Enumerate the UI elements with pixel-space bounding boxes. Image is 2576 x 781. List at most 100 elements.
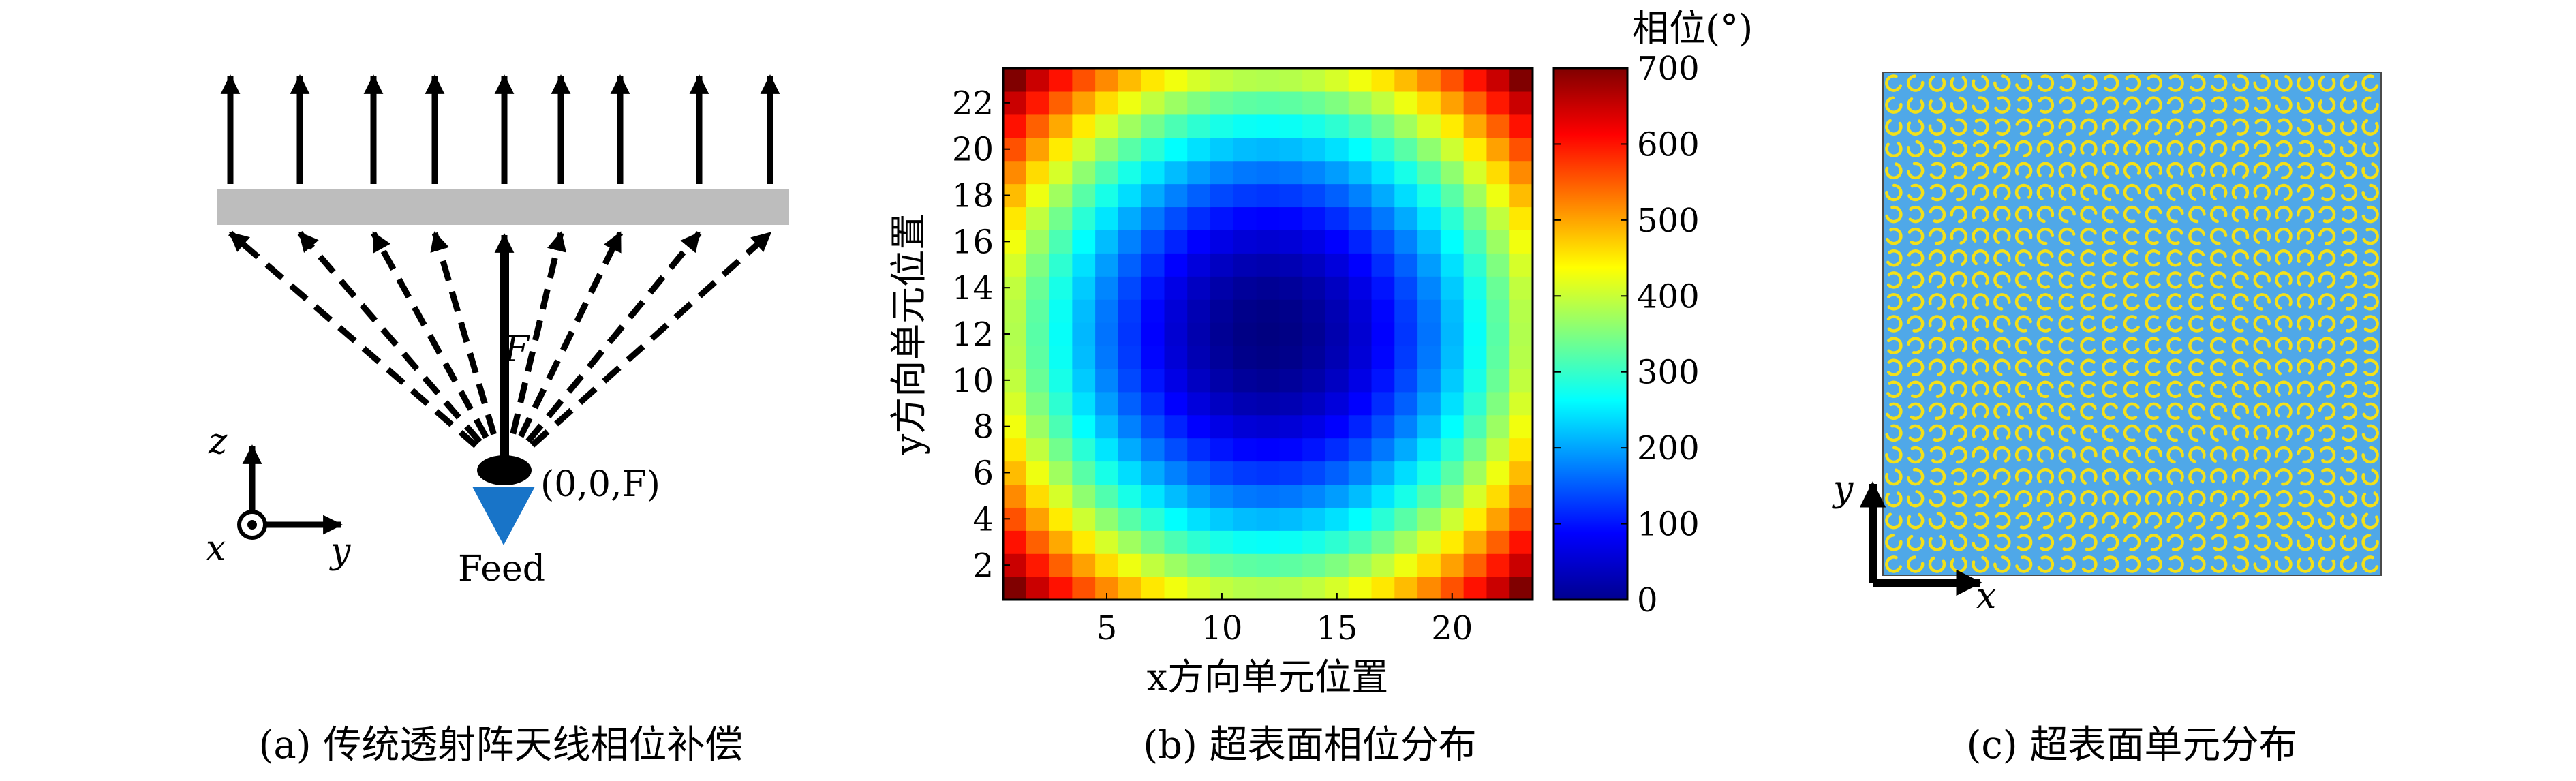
heatmap-cell [1417, 160, 1441, 185]
split-ring-element [2166, 183, 2184, 202]
heatmap-cell [1141, 68, 1165, 92]
heatmap-cell [1210, 137, 1234, 162]
heatmap-cell [1072, 414, 1096, 439]
split-ring-element [2297, 205, 2314, 224]
y-tick-label: 20 [952, 131, 994, 169]
heatmap-cell [1440, 276, 1465, 300]
heatmap-cell [1233, 114, 1257, 138]
split-ring-element [2297, 337, 2314, 353]
split-ring-element [2319, 446, 2336, 464]
split-ring-element [2253, 468, 2271, 486]
split-ring-element [1972, 380, 1989, 397]
split-ring-element [2145, 249, 2161, 267]
split-ring-element [2297, 446, 2314, 464]
heatmap-cell [1187, 299, 1211, 323]
heatmap-cell [1486, 414, 1510, 439]
split-ring-element [1993, 468, 2011, 486]
heatmap-cell [1509, 345, 1533, 369]
heatmap-cell [1417, 299, 1441, 323]
split-ring-element [2166, 446, 2184, 464]
split-ring-element [2363, 337, 2379, 354]
split-ring-element [2231, 249, 2250, 267]
heatmap-cell [1095, 438, 1119, 462]
heatmap-cell [1210, 183, 1234, 208]
split-ring-element [2166, 249, 2183, 267]
heatmap-cell [1164, 183, 1188, 208]
x-tick-label: 10 [1201, 609, 1242, 647]
split-ring-element [2318, 249, 2336, 267]
heatmap-cell [1279, 391, 1303, 416]
split-ring-element [1993, 205, 2011, 221]
heatmap-cell [1371, 183, 1395, 208]
heatmap-cell [1348, 114, 1373, 138]
split-ring-element [2080, 402, 2097, 420]
split-ring-element [1928, 337, 1946, 354]
split-ring-element [2080, 140, 2098, 156]
heatmap-cell [1187, 368, 1211, 393]
split-ring-element [2361, 468, 2379, 486]
split-ring-element [2015, 74, 2033, 92]
heatmap-cell [1463, 438, 1488, 462]
split-ring-element [2297, 380, 2314, 397]
split-ring-element [2361, 96, 2379, 114]
split-ring-element [1928, 227, 1946, 245]
heatmap-cell [1325, 253, 1349, 277]
heatmap-cell [1371, 137, 1395, 162]
heatmap-cell [1256, 206, 1280, 230]
split-ring-element [2209, 446, 2228, 463]
split-ring-element [2231, 205, 2250, 223]
split-ring-element [1950, 162, 1967, 180]
split-ring-element [2058, 227, 2076, 245]
split-ring-element [1972, 74, 1989, 92]
heatmap-cell [1187, 530, 1211, 554]
split-ring-element [2014, 271, 2033, 289]
feed-horn [472, 487, 535, 545]
split-ring-element [1950, 183, 1967, 202]
split-ring-element [2014, 424, 2033, 442]
split-ring-element [2319, 162, 2336, 180]
split-ring-element [1972, 489, 1989, 508]
heatmap-cell [1095, 322, 1119, 346]
split-ring-element [2253, 424, 2271, 440]
split-ring-element [2209, 249, 2227, 267]
heatmap-cell [1141, 553, 1165, 577]
heatmap-cell [1417, 553, 1441, 577]
heatmap-cell [1026, 299, 1050, 323]
heatmap-cell [1026, 276, 1050, 300]
phase-heatmap-cells [1003, 68, 1533, 600]
split-ring-element [2188, 424, 2206, 442]
split-ring-element [2318, 380, 2336, 398]
heatmap-cell [1440, 253, 1465, 277]
heatmap-cell [1210, 345, 1234, 369]
split-ring-element [1972, 249, 1989, 266]
split-ring-element [2058, 271, 2074, 289]
heatmap-cell [1325, 183, 1349, 208]
split-ring-element [2081, 74, 2098, 92]
split-ring-element [2147, 555, 2162, 573]
feed-ray [510, 231, 566, 435]
heatmap-cell [1486, 137, 1510, 162]
split-ring-element [2361, 183, 2379, 202]
c-x-axis-label: x [1976, 576, 1996, 617]
feed-ray [371, 231, 489, 440]
heatmap-cell [1348, 391, 1373, 416]
heatmap-cell [1509, 484, 1533, 508]
split-ring-element [2318, 534, 2336, 551]
split-ring-element [1993, 249, 2011, 267]
heatmap-cell [1325, 206, 1349, 230]
heatmap-cell [1463, 230, 1488, 254]
heatmap-cell [1210, 553, 1234, 577]
heatmap-cell [1463, 553, 1488, 577]
split-ring-element [2318, 118, 2336, 136]
split-ring-element [2102, 162, 2119, 179]
split-ring-element [2340, 358, 2358, 376]
heatmap-cell [1187, 206, 1211, 230]
heatmap-cell [1463, 345, 1488, 369]
split-ring-element [2166, 424, 2184, 442]
heatmap-cell [1095, 276, 1119, 300]
split-ring-element [2036, 337, 2053, 354]
split-ring-element [1886, 271, 1903, 289]
heatmap-cell [1095, 137, 1119, 162]
heatmap-cell [1233, 507, 1257, 531]
heatmap-cell [1118, 345, 1142, 369]
